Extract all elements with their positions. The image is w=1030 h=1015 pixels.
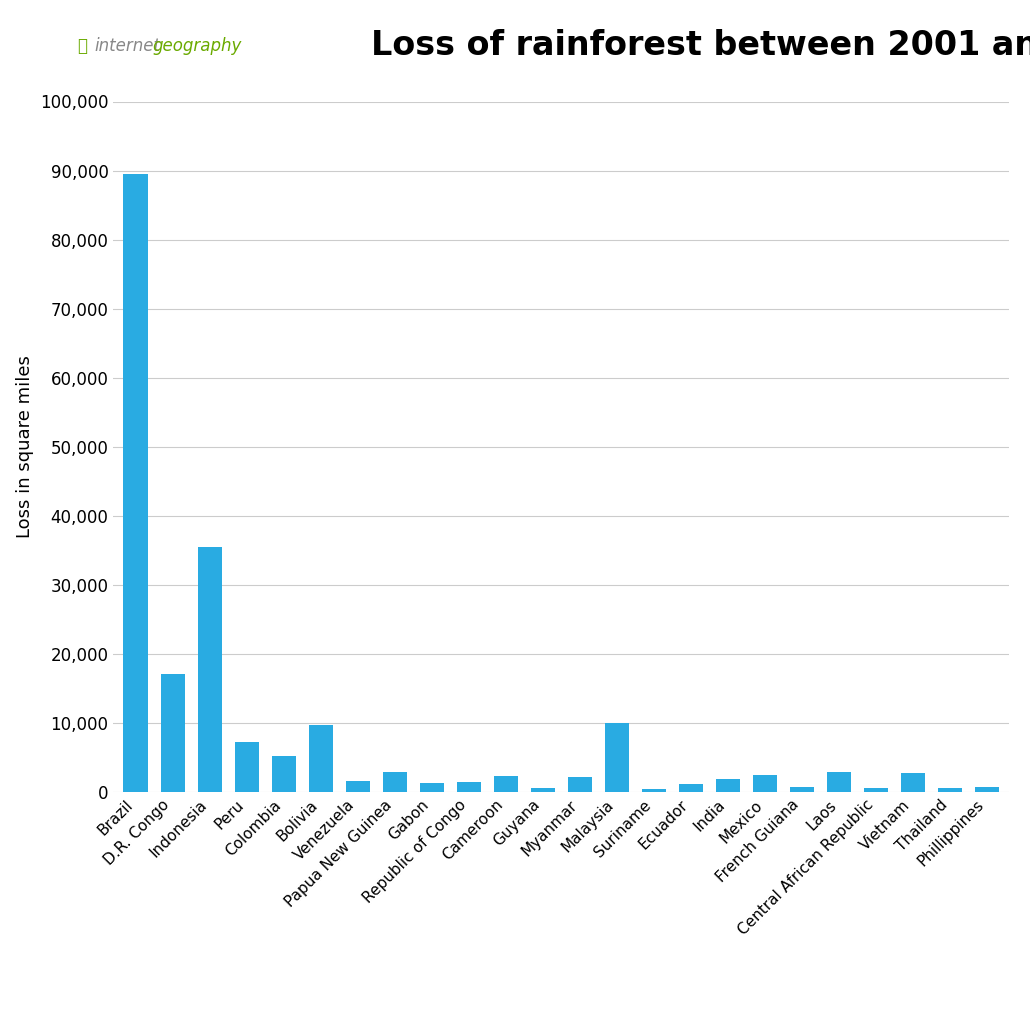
Bar (753, 775, 777, 792)
Bar (901, 773, 925, 792)
Text: Loss of rainforest between 2001 and 2018: Loss of rainforest between 2001 and 2018 (371, 29, 1030, 62)
Text: geography: geography (152, 37, 242, 55)
Bar (346, 781, 370, 792)
Bar (827, 771, 851, 792)
Bar (124, 174, 147, 792)
Bar (568, 776, 592, 792)
Bar (605, 724, 629, 792)
Bar (975, 787, 999, 792)
Bar (790, 787, 814, 792)
Bar (456, 782, 481, 792)
Bar (383, 772, 407, 792)
Bar (235, 742, 259, 792)
Bar (493, 775, 518, 792)
Bar (198, 547, 221, 792)
Bar (642, 789, 666, 792)
Bar (272, 756, 296, 792)
Bar (716, 780, 740, 792)
Bar (679, 785, 703, 792)
Bar (938, 789, 962, 792)
Bar (309, 725, 333, 792)
Bar (161, 674, 184, 792)
Bar (530, 789, 555, 792)
Y-axis label: Loss in square miles: Loss in square miles (16, 355, 34, 538)
Text: internet: internet (95, 37, 161, 55)
Bar (864, 789, 888, 792)
Bar (419, 784, 444, 792)
Text: ⓘ: ⓘ (77, 37, 88, 55)
